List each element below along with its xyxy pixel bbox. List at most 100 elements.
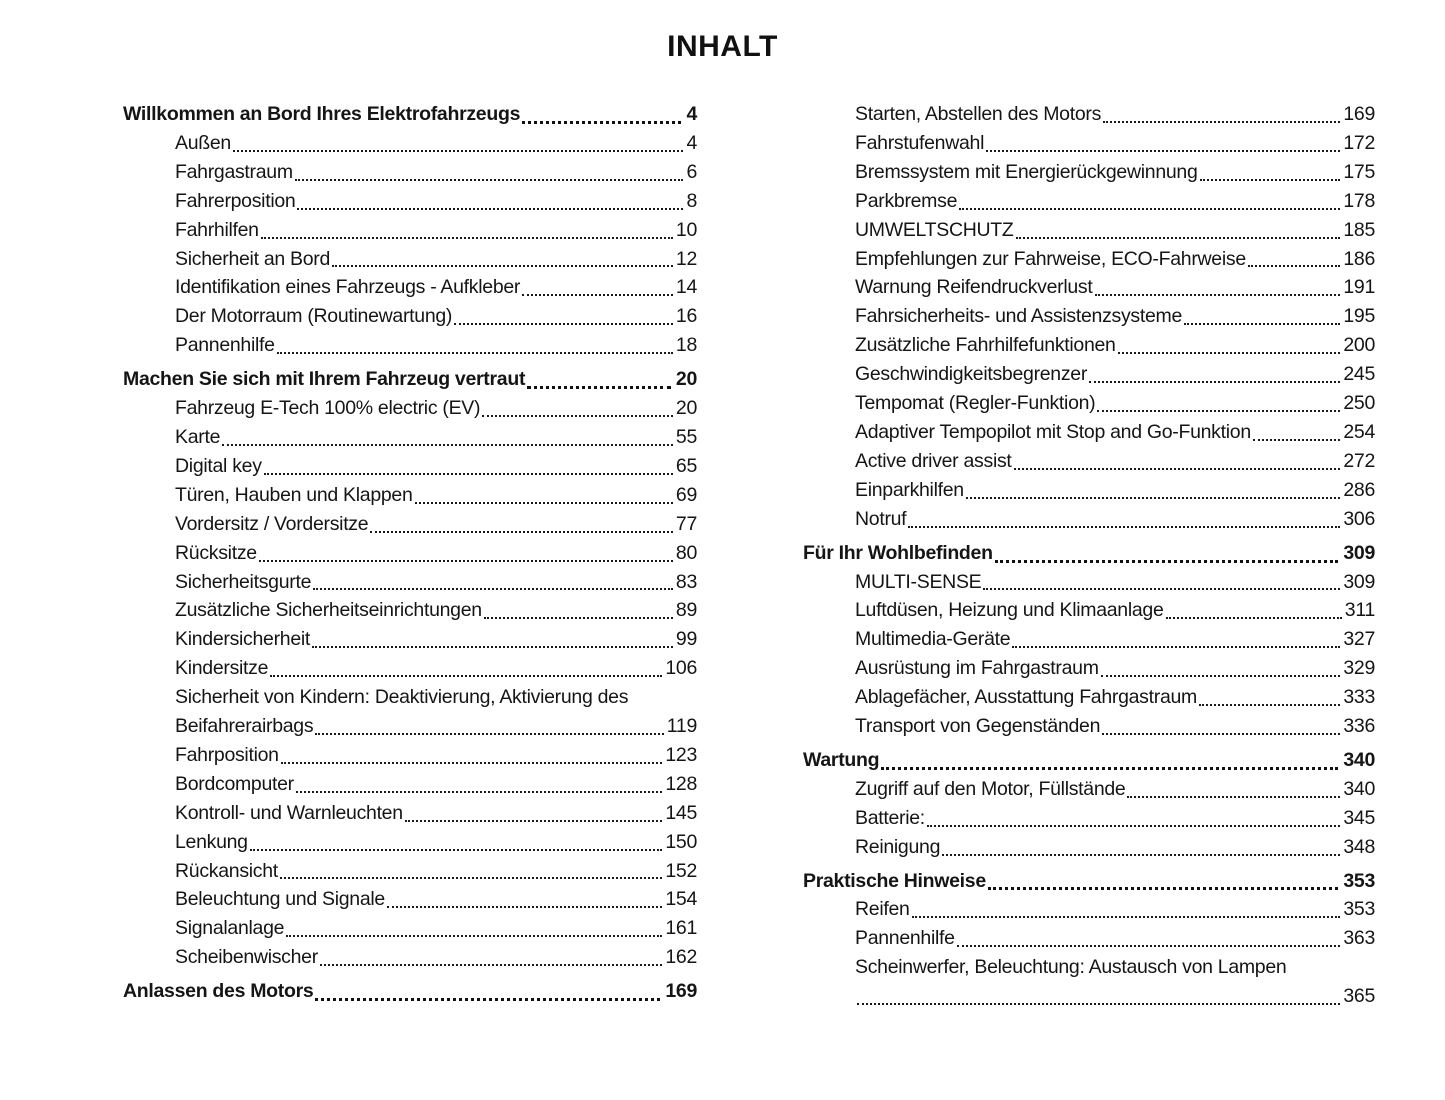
toc-entry-label: Reinigung	[855, 835, 941, 858]
toc-item-entry: Luftdüsen, Heizung und Klimaanlage 311	[803, 596, 1375, 625]
toc-entry-label: Luftdüsen, Heizung und Klimaanlage	[855, 599, 1164, 622]
toc-item-entry: Kindersicherheit 99	[123, 625, 697, 654]
toc-entry-label: Willkommen an Bord Ihres Elektrofahrzeug…	[123, 103, 521, 125]
toc-entry-page: 55	[675, 425, 697, 448]
toc-item-entry: Reinigung 348	[803, 833, 1375, 862]
toc-entry-label: Fahrerposition	[175, 189, 296, 212]
toc-entry-page: 128	[665, 772, 697, 795]
toc-entry-row: Fahrgastraum 6	[175, 158, 697, 187]
toc-item-entry: Scheinwerfer, Beleuchtung: Austausch von…	[803, 953, 1375, 1011]
toc-item-entry: Fahrstufenwahl 172	[803, 129, 1375, 158]
toc-entry-label: Machen Sie sich mit Ihrem Fahrzeug vertr…	[123, 368, 526, 391]
dot-leader	[249, 848, 663, 851]
toc-section-entry: Machen Sie sich mit Ihrem Fahrzeug vertr…	[123, 365, 697, 394]
toc-entry-page: 363	[1343, 927, 1375, 950]
dot-leader	[332, 265, 673, 268]
toc-entry-page: 175	[1343, 160, 1375, 183]
dot-leader	[1102, 732, 1341, 735]
toc-item-entry: Geschwindigkeitsbegrenzer 245	[803, 360, 1375, 389]
toc-entry-row: Digital key 65	[175, 452, 697, 481]
dot-leader	[942, 853, 1341, 856]
toc-item-entry: Karte 55	[123, 423, 697, 452]
toc-entry-row: Fahrsicherheits- und Assistenzsysteme 195	[855, 302, 1375, 331]
toc-entry-page: 333	[1343, 686, 1375, 709]
toc-entry-row: UMWELTSCHUTZ 185	[855, 216, 1375, 245]
toc-entry-row: Einparkhilfen 286	[855, 476, 1375, 505]
toc-entry-label: Identifikation eines Fahrzeugs - Aufkleb…	[175, 276, 521, 299]
toc-item-entry: Parkbremse 178	[803, 187, 1375, 216]
toc-entry-page: 20	[675, 397, 697, 420]
dot-leader	[911, 916, 1341, 919]
toc-entry-row: Pannenhilfe 18	[175, 331, 697, 360]
toc-entry-page: 306	[1343, 507, 1375, 530]
dot-leader	[956, 945, 1341, 948]
toc-entry-label: Pannenhilfe	[175, 334, 275, 357]
dot-leader	[260, 236, 673, 239]
dot-leader	[1097, 409, 1341, 412]
toc-entry-page: 309	[1343, 541, 1375, 564]
toc-entry-label: Für Ihr Wohlbefinden	[803, 541, 993, 564]
dot-leader	[315, 732, 664, 735]
toc-entry-page: 99	[675, 628, 697, 651]
toc-section-entry: Willkommen an Bord Ihres Elektrofahrzeug…	[123, 100, 697, 129]
toc-entry-row: Luftdüsen, Heizung und Klimaanlage 311	[855, 596, 1375, 625]
dot-leader	[1127, 795, 1341, 798]
toc-entry-page: 250	[1343, 392, 1375, 415]
toc-entry-page: 309	[1343, 570, 1375, 593]
toc-item-entry: Batterie: 345	[803, 804, 1375, 833]
dot-leader	[1252, 438, 1341, 441]
toc-entry-label: Ausrüstung im Fahrgastraum	[855, 657, 1099, 680]
toc-entry-label: Reifen	[855, 898, 910, 921]
toc-entry-page: 4	[686, 103, 697, 125]
toc-entry-row: Fahrhilfen 10	[175, 216, 697, 245]
toc-entry-page: 365	[1343, 985, 1375, 1008]
dot-leader	[522, 120, 682, 124]
toc-item-entry: Scheibenwischer 162	[123, 943, 697, 972]
toc-entry-label: Zusätzliche Fahrhilfefunktionen	[855, 334, 1116, 357]
dot-leader	[1013, 467, 1341, 470]
toc-entry-row: Ausrüstung im Fahrgastraum 329	[855, 654, 1375, 683]
toc-entry-row: Scheibenwischer 162	[175, 943, 697, 972]
toc-entry-page: 348	[1343, 835, 1375, 858]
dot-leader	[1015, 236, 1341, 239]
toc-entry-label: Multimedia-Geräte	[855, 628, 1011, 651]
toc-item-entry: MULTI-SENSE 309	[803, 568, 1375, 597]
toc-entry-label: Fahrhilfen	[175, 218, 259, 241]
toc-entry-row: Zugriff auf den Motor, Füllstände 340	[855, 775, 1375, 804]
toc-entry-page: 12	[675, 247, 697, 270]
toc-entry-label: Fahrzeug E-Tech 100% electric (EV)	[175, 397, 481, 420]
toc-entry-row: Für Ihr Wohlbefinden 309	[803, 539, 1375, 568]
dot-leader	[527, 386, 671, 390]
toc-entry-page: 286	[1343, 478, 1375, 501]
toc-entry-label: Bordcomputer	[175, 772, 294, 795]
toc-entry-label: Wartung	[803, 748, 880, 771]
toc-entry-label: Empfehlungen zur Fahrweise, ECO-Fahrweis…	[855, 247, 1246, 270]
toc-entry-row: Tempomat (Regler-Funktion) 250	[855, 389, 1375, 418]
toc-item-entry: Signalanlage 161	[123, 914, 697, 943]
toc-section-entry: Anlassen des Motors 169	[123, 977, 697, 1006]
toc-entry-page: 16	[675, 305, 697, 328]
dot-leader	[270, 675, 663, 678]
page-title: INHALT	[667, 30, 778, 63]
toc-item-entry: Außen 4	[123, 129, 697, 158]
dot-leader	[263, 472, 673, 475]
toc-item-entry: Adaptiver Tempopilot mit Stop and Go-Fun…	[803, 418, 1375, 447]
toc-item-entry: UMWELTSCHUTZ 185	[803, 216, 1375, 245]
toc-item-entry: Lenkung 150	[123, 828, 697, 857]
toc-entry-label: Beifahrerairbags	[175, 715, 314, 738]
toc-entry-page: 145	[665, 801, 697, 824]
dot-leader	[965, 496, 1341, 499]
toc-entry-label: Rückansicht	[175, 859, 278, 882]
toc-column-left: Willkommen an Bord Ihres Elektrofahrzeug…	[123, 100, 697, 1011]
toc-entry-page: 311	[1344, 599, 1376, 622]
toc-item-entry: Ausrüstung im Fahrgastraum 329	[803, 654, 1375, 683]
dot-leader	[286, 935, 663, 938]
toc-entry-label: Fahrgastraum	[175, 160, 293, 183]
toc-entry-row: Starten, Abstellen des Motors 169	[855, 100, 1375, 129]
toc-entry-row: Rückansicht 152	[175, 857, 697, 886]
dot-leader	[1165, 617, 1342, 620]
dot-leader	[280, 761, 663, 764]
dot-leader	[1100, 675, 1341, 678]
toc-entry-page: 340	[1343, 777, 1375, 800]
toc-entry-row: Kindersitze 106	[175, 654, 697, 683]
